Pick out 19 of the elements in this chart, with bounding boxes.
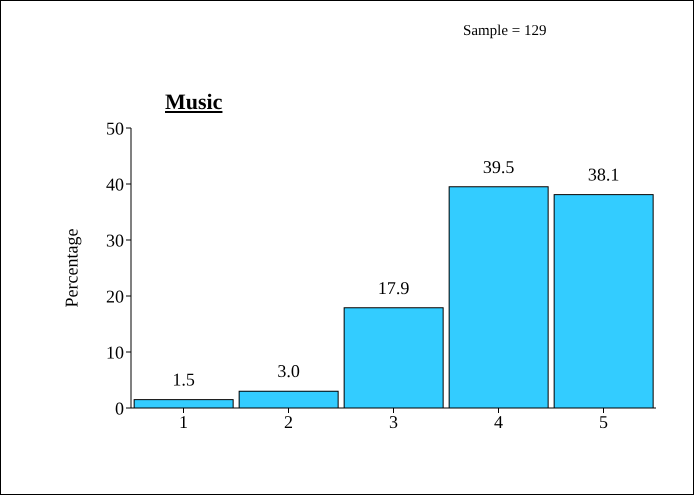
y-tick-label: 40: [106, 174, 124, 194]
data-label: 17.9: [378, 278, 410, 298]
x-tick-label: 2: [284, 412, 293, 432]
y-axis-title: Percentage: [61, 228, 82, 308]
data-label: 38.1: [588, 164, 620, 185]
y-tick-label: 50: [106, 118, 124, 138]
y-tick-label: 20: [106, 286, 124, 306]
y-tick-label: 0: [115, 398, 124, 418]
x-tick-label: 3: [389, 412, 398, 432]
x-tick-label: 1: [179, 412, 188, 432]
y-tick-label: 30: [106, 230, 124, 250]
y-tick-label: 10: [106, 342, 124, 362]
data-label: 3.0: [277, 361, 300, 382]
data-label: 1.5: [172, 370, 195, 390]
data-label: 39.5: [482, 156, 514, 177]
x-tick-label: 5: [599, 412, 608, 432]
x-tick-label: 4: [494, 412, 503, 432]
text: Sample = 129: [463, 23, 546, 40]
chart-title: Music: [165, 89, 222, 115]
